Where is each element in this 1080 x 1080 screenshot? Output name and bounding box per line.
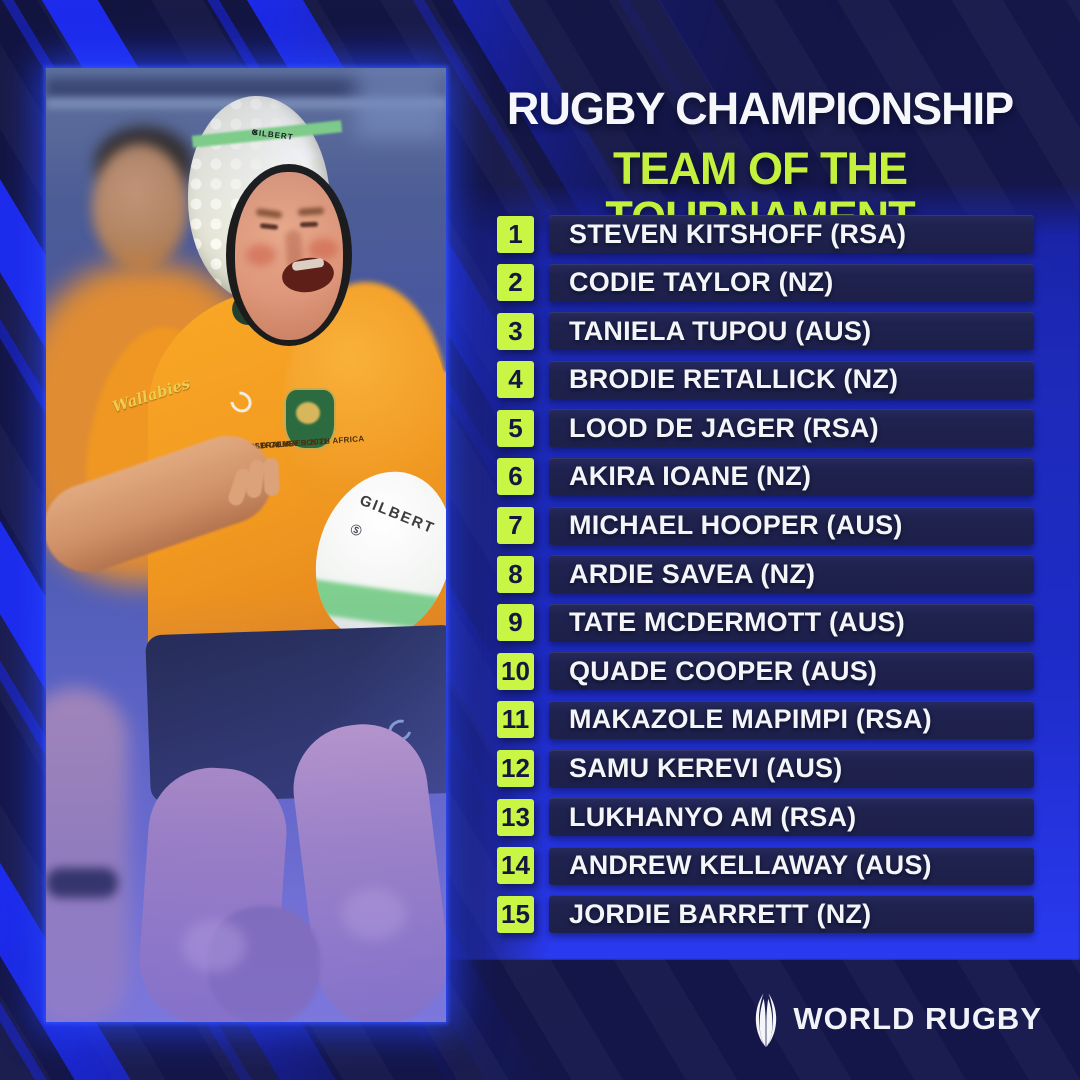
brand-name: WORLD RUGBY bbox=[793, 1001, 1042, 1036]
player-name: ARDIE SAVEA (NZ) bbox=[569, 558, 816, 589]
player-number: 9 bbox=[508, 607, 523, 638]
player-name: CODIE TAYLOR (NZ) bbox=[569, 267, 834, 298]
list-item: 14 ANDREW KELLAWAY (AUS) bbox=[497, 846, 1034, 885]
list-item: 8 ARDIE SAVEA (NZ) bbox=[497, 555, 1034, 594]
number-badge: 15 bbox=[497, 895, 534, 933]
list-item: 2 CODIE TAYLOR (NZ) bbox=[497, 263, 1034, 302]
number-badge: 1 bbox=[497, 215, 534, 253]
player-name-bar: ARDIE SAVEA (NZ) bbox=[549, 555, 1034, 594]
player-number: 12 bbox=[501, 753, 530, 784]
player-cheek bbox=[246, 244, 276, 266]
player-knee bbox=[342, 888, 406, 940]
player-name: MICHAEL HOOPER (AUS) bbox=[569, 510, 903, 541]
list-item: 9 TATE MCDERMOTT (AUS) bbox=[497, 603, 1034, 642]
player-name-bar: LOOD DE JAGER (RSA) bbox=[549, 409, 1034, 448]
number-badge: 9 bbox=[497, 604, 534, 642]
player-number: 10 bbox=[501, 655, 530, 686]
number-badge: 14 bbox=[497, 847, 534, 885]
background-player-head bbox=[92, 144, 188, 270]
player-name-bar: SAMU KEREVI (AUS) bbox=[549, 749, 1034, 788]
player-name-bar: BRODIE RETALLICK (NZ) bbox=[549, 360, 1034, 399]
number-badge: 3 bbox=[497, 312, 534, 350]
photo-color-wash bbox=[46, 68, 446, 1022]
player-number: 4 bbox=[508, 364, 523, 395]
player-face bbox=[235, 172, 343, 340]
player-name: TANIELA TUPOU (AUS) bbox=[569, 315, 872, 346]
player-name-bar: MICHAEL HOOPER (AUS) bbox=[549, 506, 1034, 545]
background-player-leg bbox=[46, 688, 128, 1022]
player-number: 14 bbox=[501, 850, 530, 881]
stadium-stand bbox=[46, 78, 446, 100]
player-name: SAMU KEREVI (AUS) bbox=[569, 753, 843, 784]
list-item: 6 AKIRA IOANE (NZ) bbox=[497, 457, 1034, 496]
player-name-bar: TANIELA TUPOU (AUS) bbox=[549, 312, 1034, 351]
player-knee bbox=[182, 920, 246, 972]
player-name-bar: STEVEN KITSHOFF (RSA) bbox=[549, 215, 1034, 253]
background-player-band bbox=[46, 868, 118, 898]
footer-brand: WORLD RUGBY bbox=[755, 988, 1042, 1050]
number-badge: 8 bbox=[497, 555, 534, 593]
player-name: STEVEN KITSHOFF (RSA) bbox=[569, 218, 907, 249]
list-item: 4 BRODIE RETALLICK (NZ) bbox=[497, 360, 1034, 399]
player-name-bar: QUADE COOPER (AUS) bbox=[549, 652, 1034, 691]
player-name-bar: ANDREW KELLAWAY (AUS) bbox=[549, 846, 1034, 885]
player-number: 5 bbox=[508, 412, 523, 443]
player-name-bar: AKIRA IOANE (NZ) bbox=[549, 457, 1034, 496]
player-name: AKIRA IOANE (NZ) bbox=[569, 461, 812, 492]
jersey-crest bbox=[284, 388, 336, 450]
list-item: 3 TANIELA TUPOU (AUS) bbox=[497, 312, 1034, 351]
list-item: 15 JORDIE BARRETT (NZ) bbox=[497, 895, 1034, 934]
player-name-bar: CODIE TAYLOR (NZ) bbox=[549, 263, 1034, 302]
player-name-bar: LUKHANYO AM (RSA) bbox=[549, 798, 1034, 837]
player-name-bar: JORDIE BARRETT (NZ) bbox=[549, 895, 1034, 934]
list-item: 11 MAKAZOLE MAPIMPI (RSA) bbox=[497, 700, 1034, 739]
list-item: 7 MICHAEL HOOPER (AUS) bbox=[497, 506, 1034, 545]
player-number: 15 bbox=[501, 898, 530, 929]
number-badge: 13 bbox=[497, 798, 534, 836]
number-badge: 4 bbox=[497, 361, 534, 399]
stadium-light bbox=[356, 68, 446, 138]
number-badge: 2 bbox=[497, 264, 534, 302]
player-number: 13 bbox=[501, 801, 530, 832]
player-name-bar: MAKAZOLE MAPIMPI (RSA) bbox=[549, 700, 1034, 739]
player-number: 2 bbox=[508, 267, 523, 298]
player-name: MAKAZOLE MAPIMPI (RSA) bbox=[569, 704, 932, 735]
list-item: 5 LOOD DE JAGER (RSA) bbox=[497, 409, 1034, 448]
number-badge: 11 bbox=[497, 701, 534, 739]
player-number: 3 bbox=[508, 315, 523, 346]
player-number: 1 bbox=[508, 218, 523, 249]
crest-emblem bbox=[296, 402, 320, 424]
list-item: 10 QUADE COOPER (AUS) bbox=[497, 652, 1034, 691]
player-number: 11 bbox=[501, 704, 530, 735]
player-number: 7 bbox=[508, 510, 523, 541]
number-badge: 12 bbox=[497, 750, 534, 788]
list-item: 12 SAMU KEREVI (AUS) bbox=[497, 749, 1034, 788]
page-title: RUGBY CHAMPIONSHIP bbox=[506, 83, 1014, 134]
player-cheek bbox=[308, 238, 338, 260]
player-name: ANDREW KELLAWAY (AUS) bbox=[569, 850, 932, 881]
player-number: 6 bbox=[508, 461, 523, 492]
number-badge: 10 bbox=[497, 652, 534, 690]
player-name: JORDIE BARRETT (NZ) bbox=[569, 898, 872, 929]
number-badge: 7 bbox=[497, 507, 534, 545]
number-badge: 5 bbox=[497, 409, 534, 447]
player-name-bar: TATE MCDERMOTT (AUS) bbox=[549, 603, 1034, 642]
player-name: QUADE COOPER (AUS) bbox=[569, 655, 878, 686]
player-name: LOOD DE JAGER (RSA) bbox=[569, 412, 879, 443]
number-badge: 6 bbox=[497, 458, 534, 496]
player-name: BRODIE RETALLICK (NZ) bbox=[569, 364, 899, 395]
player-name: TATE MCDERMOTT (AUS) bbox=[569, 607, 905, 638]
player-number: 8 bbox=[508, 558, 523, 589]
world-rugby-ball-icon bbox=[756, 993, 777, 1047]
team-list: 1 STEVEN KITSHOFF (RSA) 2 CODIE TAYLOR (… bbox=[497, 215, 1034, 934]
list-item: 13 LUKHANYO AM (RSA) bbox=[497, 798, 1034, 837]
player-photo: AUSTRALIA v SOUTH AFRICA 12 SEPTEMBER 20… bbox=[46, 68, 446, 1022]
player-name: LUKHANYO AM (RSA) bbox=[569, 801, 857, 832]
list-item: 1 STEVEN KITSHOFF (RSA) bbox=[497, 215, 1034, 253]
